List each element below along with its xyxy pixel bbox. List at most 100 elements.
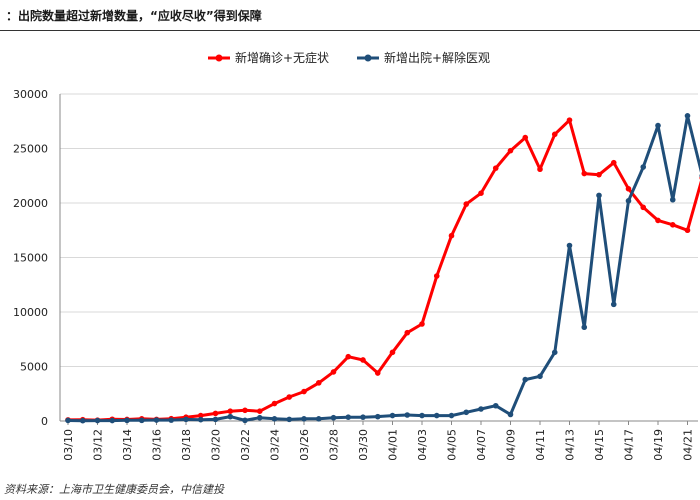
data-point (566, 117, 573, 123)
data-point (507, 147, 514, 154)
x-tick-label: 03/20 (210, 429, 223, 461)
x-tick-label: 04/13 (564, 429, 577, 461)
x-tick-label: 04/15 (593, 429, 606, 461)
data-point (522, 134, 529, 141)
y-tick-label: 25000 (13, 143, 48, 156)
data-point (419, 412, 425, 419)
data-point (315, 416, 322, 422)
source-note: 资料来源：上海市卫生健康委员会，中信建投 (4, 483, 224, 496)
data-point (315, 380, 322, 386)
data-point (596, 171, 602, 178)
x-tick-label: 03/30 (357, 429, 370, 461)
data-point (492, 165, 499, 171)
data-point (404, 412, 411, 418)
data-point (168, 417, 175, 423)
data-point (138, 417, 145, 424)
data-point (271, 400, 278, 407)
data-point (330, 369, 337, 375)
data-point (212, 416, 219, 423)
data-point (301, 416, 307, 422)
x-tick-label: 04/07 (475, 429, 488, 461)
x-tick-label: 03/26 (298, 429, 311, 461)
x-tick-label: 04/11 (534, 429, 547, 461)
chart-caption: ：出院数量超过新增数量，“应收尽收”得到保障 (6, 9, 262, 23)
legend-item: 新增出院+解除医观 (357, 50, 490, 65)
x-tick-label: 04/09 (505, 429, 518, 461)
data-point (374, 370, 381, 376)
series-line (67, 114, 700, 423)
data-point (153, 417, 160, 423)
y-tick-label: 30000 (13, 88, 48, 101)
data-point (286, 416, 293, 423)
data-point (65, 417, 71, 424)
data-point (625, 186, 632, 192)
x-tick-label: 03/10 (62, 429, 75, 461)
x-tick-label: 04/05 (446, 429, 459, 461)
data-point (433, 412, 440, 419)
legend-item: 新增确诊+无症状 (208, 50, 329, 65)
data-point (684, 113, 691, 119)
series-line (67, 118, 700, 422)
data-point (301, 388, 307, 395)
data-point (640, 164, 647, 170)
data-point (669, 196, 676, 203)
data-point (404, 329, 411, 336)
data-point (448, 232, 455, 239)
data-point (566, 242, 573, 249)
data-point (492, 402, 499, 409)
data-point (227, 408, 234, 414)
data-point (242, 407, 248, 414)
data-point (374, 413, 381, 420)
x-tick-label: 04/01 (387, 429, 400, 461)
legend-swatch-marker (364, 54, 372, 62)
data-point (655, 122, 661, 129)
x-tick-label: 03/22 (239, 429, 252, 461)
data-point (463, 201, 470, 207)
data-point (109, 417, 116, 424)
data-point (183, 416, 189, 423)
data-point (94, 417, 101, 424)
legend: 新增确诊+无症状 新增出院+解除医观 (208, 50, 490, 65)
y-tick-label: 15000 (13, 252, 48, 265)
data-point (389, 349, 396, 356)
data-point (655, 217, 661, 224)
data-point (345, 414, 352, 420)
data-point (478, 406, 484, 412)
data-point (227, 413, 234, 420)
x-tick-label: 03/18 (180, 429, 193, 461)
data-point (433, 273, 440, 279)
data-point (271, 416, 278, 422)
x-tick-label: 03/28 (328, 429, 341, 461)
y-axis-ticks: 0 5000 10000 15000 20000 25000 30000 (13, 88, 48, 428)
data-point (669, 222, 676, 228)
data-point (286, 394, 293, 400)
data-point (551, 131, 558, 138)
data-point (537, 373, 543, 380)
data-point (551, 349, 558, 356)
data-point (79, 417, 86, 424)
series-layer (65, 113, 700, 424)
y-tick-label: 5000 (20, 361, 48, 374)
x-tick-label: 03/16 (151, 429, 164, 461)
x-axis-ticks: 03/10 03/12 03/14 03/16 03/18 03/20 03/22 03/24… (62, 421, 695, 461)
data-point (256, 414, 263, 421)
data-point (419, 321, 425, 327)
data-point (360, 357, 366, 363)
y-tick-label: 20000 (13, 197, 48, 210)
x-tick-label: 04/19 (652, 429, 665, 461)
legend-label: 新增确诊+无症状 (235, 50, 329, 65)
y-tick-label: 10000 (13, 306, 48, 319)
data-point (537, 166, 543, 173)
legend-swatch-marker (215, 54, 223, 62)
x-tick-label: 03/14 (121, 429, 134, 461)
data-point (581, 170, 588, 177)
data-point (389, 412, 396, 419)
data-point (330, 414, 337, 421)
data-point (463, 409, 470, 416)
data-point (124, 417, 130, 424)
data-point (522, 376, 529, 383)
legend-label: 新增出院+解除医观 (384, 50, 490, 65)
data-point (345, 353, 352, 360)
data-point (684, 227, 691, 234)
